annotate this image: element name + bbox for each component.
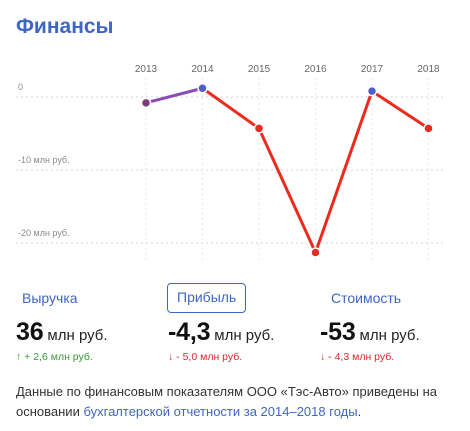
revenue-value: 36	[16, 318, 44, 346]
tab-profit[interactable]: Прибыль	[167, 283, 247, 313]
series-segment	[201, 86, 261, 130]
series-segment	[370, 89, 430, 130]
note-text: Данные по финансовым показателям ООО «Тэ…	[16, 384, 438, 419]
series-segment	[314, 89, 374, 254]
profit-value: -4,3	[168, 318, 211, 346]
x-tick-label: 2014	[191, 64, 214, 75]
accounting-report-link[interactable]: бухгалтерской отчетности за 2014–2018 го…	[83, 404, 358, 419]
value-value: -53	[320, 318, 356, 346]
y-tick-label: 0	[18, 82, 23, 92]
x-tick-label: 2018	[417, 64, 440, 75]
y-tick-label: -20 млн руб.	[18, 228, 70, 238]
profit-delta-text: - 5,0 млн руб.	[176, 351, 243, 363]
section-title: Финансы	[16, 15, 114, 38]
data-point	[253, 123, 265, 134]
data-point	[423, 123, 434, 134]
x-tick-label: 2015	[248, 64, 271, 75]
profit-line-chart: 0 -10 млн руб. -20 млн руб. 2013 2014 2015 201…	[16, 64, 445, 262]
series-segment	[257, 126, 317, 254]
tab-revenue[interactable]: Выручка	[22, 290, 78, 306]
series-segment	[144, 86, 204, 105]
value-delta: ↓ - 4,3 млн руб.	[320, 351, 394, 363]
revenue-unit: млн руб.	[47, 327, 108, 344]
x-tick-label: 2013	[135, 64, 158, 75]
data-point	[140, 97, 152, 109]
value-delta-text: - 4,3 млн руб.	[328, 351, 395, 363]
arrow-down-icon: ↓	[320, 351, 326, 363]
profit-delta: ↓ - 5,0 млн руб.	[168, 351, 242, 363]
value-metric: -53 млн руб.	[320, 318, 420, 347]
profit-metric: -4,3 млн руб.	[168, 318, 274, 347]
data-point	[310, 247, 321, 258]
value-unit: млн руб.	[359, 327, 420, 344]
profit-unit: млн руб.	[214, 327, 275, 344]
x-tick-label: 2016	[304, 64, 327, 75]
data-point	[366, 85, 378, 97]
arrow-down-icon: ↓	[168, 351, 174, 363]
note-end: .	[357, 404, 362, 419]
data-source-note: Данные по финансовым показателям ООО «Тэ…	[16, 382, 461, 422]
y-tick-label: -10 млн руб.	[18, 155, 70, 165]
data-point	[197, 82, 208, 94]
metric-tabs: Выручка Прибыль Стоимость	[0, 283, 470, 314]
tab-value[interactable]: Стоимость	[331, 290, 402, 306]
arrow-up-icon: ↑	[16, 351, 22, 363]
x-tick-label: 2017	[361, 64, 384, 75]
revenue-delta-text: + 2,6 млн руб.	[24, 351, 93, 363]
revenue-metric: 36 млн руб.	[16, 318, 108, 347]
revenue-delta: ↑ + 2,6 млн руб.	[16, 351, 93, 363]
